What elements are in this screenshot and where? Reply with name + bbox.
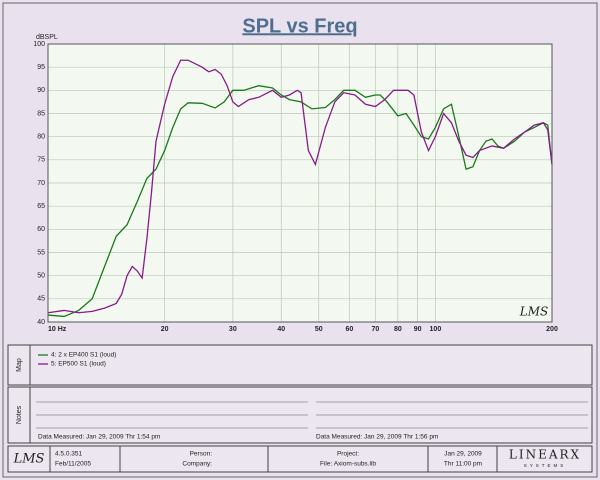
watermark: LMS (519, 305, 548, 319)
y-tick-label: 100 (33, 41, 45, 48)
plot-border (47, 43, 553, 323)
legend-label: 5: EP500 S1 (loud) (51, 361, 106, 368)
x-tick-label: 60 (346, 326, 354, 333)
series-line (47, 59, 553, 314)
x-tick-label: 30 (229, 326, 237, 333)
y-tick-label: 45 (37, 296, 45, 303)
y-tick-label: 60 (37, 226, 45, 233)
y-tick-label: 95 (37, 64, 45, 71)
y-tick-label: 85 (37, 110, 45, 117)
chart-title: SPL vs Freq (242, 15, 357, 37)
map-panel (7, 344, 593, 386)
x-tick-label: 40 (277, 326, 285, 333)
series-line (47, 85, 553, 318)
footer-panel (7, 445, 593, 473)
note-entry: Data Measured: Jan 29, 2009 Thr 1:56 pm (316, 434, 438, 441)
y-tick-label: 65 (37, 203, 45, 210)
y-tick-label: 70 (37, 180, 45, 187)
person: Person: (190, 451, 213, 458)
brand-sub: SYSTEMS (524, 463, 567, 468)
y-tick-label: 90 (37, 87, 45, 94)
y-tick-label: 40 (37, 319, 45, 326)
project: Project: (337, 451, 359, 458)
footer-logo: LMS (13, 452, 45, 467)
build-date: Feb/11/2005 (55, 461, 91, 468)
y-axis-label: dBSPL (36, 34, 58, 41)
date: Jan 29, 2009 (444, 451, 482, 458)
legend-label: 4: 2 x EP400 S1 (loud) (51, 352, 116, 359)
notes-label: Notes (16, 405, 23, 424)
version: 4.5.0.351 (55, 451, 82, 458)
lines (47, 59, 553, 318)
x-tick-label: 100 (430, 326, 442, 333)
x-tick-label: 20 (161, 326, 169, 333)
x-tick-label: 90 (414, 326, 422, 333)
company: Company: (182, 461, 212, 468)
legend: 4: 2 x EP400 S1 (loud) 5: EP500 S1 (loud) (38, 352, 116, 368)
brand: LINEARX (509, 448, 581, 462)
map-label: Map (16, 358, 23, 372)
x-tick-label: 50 (315, 326, 323, 333)
note-entry: Data Measured: Jan 29, 2009 Thr 1:54 pm (38, 434, 160, 441)
x-tick-label: 80 (394, 326, 402, 333)
x-tick-label: 200 (546, 326, 558, 333)
y-tick-label: 50 (37, 273, 45, 280)
x-tick-label: 70 (371, 326, 379, 333)
time: Thr 11:00 pm (444, 461, 482, 468)
y-tick-label: 75 (37, 157, 45, 164)
y-tick-label: 80 (37, 134, 45, 141)
x-tick-label: 10 Hz (48, 326, 67, 333)
y-tick-label: 55 (37, 249, 45, 256)
file: File: Axiom-subs.lib (320, 461, 376, 468)
